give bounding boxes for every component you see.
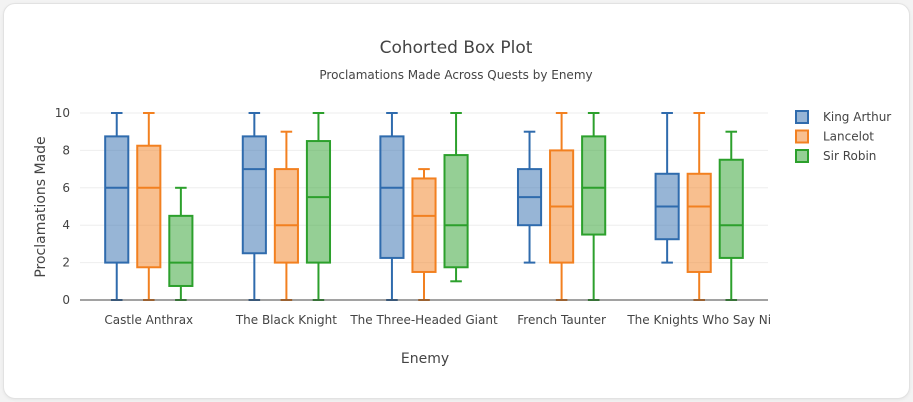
legend-item: King Arthur	[795, 110, 891, 124]
y-tick-label: 4	[62, 218, 70, 232]
box-series	[104, 112, 744, 301]
box	[581, 112, 607, 301]
iqr-box	[379, 135, 405, 259]
legend-item: Sir Robin	[795, 149, 876, 163]
y-tick-label: 10	[55, 106, 70, 120]
iqr-box	[443, 154, 469, 269]
box	[549, 112, 575, 301]
box	[136, 112, 162, 301]
box	[516, 130, 543, 264]
iqr-box	[104, 135, 130, 264]
legend-label: Lancelot	[823, 130, 874, 144]
series-king-arthur	[104, 112, 680, 301]
chart-title: Cohorted Box Plot	[380, 38, 533, 58]
box	[654, 112, 680, 264]
iqr-box	[411, 177, 437, 273]
x-tick-label: French Taunter	[517, 313, 606, 327]
iqr-box	[686, 172, 712, 273]
series-lancelot	[136, 112, 712, 301]
series-sir-robin	[168, 112, 744, 301]
x-tick-label: The Three-Headed Giant	[349, 313, 498, 327]
x-tick-labels: Castle Anthrax The Black Knight The Three-…	[104, 313, 771, 327]
legend-swatch	[795, 149, 809, 163]
legend-swatch	[795, 110, 809, 124]
box	[305, 112, 332, 301]
iqr-box	[718, 158, 744, 259]
y-tick-label: 0	[62, 293, 70, 307]
iqr-box	[581, 135, 607, 236]
iqr-box	[168, 214, 194, 287]
x-tick-label: The Knights Who Say Ni	[626, 313, 771, 327]
chart-subtitle: Proclamations Made Across Quests by Enem…	[319, 68, 592, 82]
iqr-box	[136, 144, 162, 269]
x-tick-label: Castle Anthrax	[104, 313, 193, 327]
box	[411, 168, 437, 301]
box	[686, 112, 712, 301]
legend-label: King Arthur	[823, 110, 891, 124]
box	[241, 112, 267, 301]
legend: King Arthur Lancelot Sir Robin	[795, 110, 891, 163]
box	[168, 186, 194, 301]
y-tick-label: 8	[62, 143, 70, 157]
legend-label: Sir Robin	[823, 149, 876, 163]
box	[718, 130, 744, 301]
y-tick-label: 6	[62, 181, 70, 195]
x-axis-label: Enemy	[401, 351, 449, 367]
box	[443, 112, 469, 283]
y-tick-label: 2	[62, 256, 70, 270]
legend-item: Lancelot	[795, 129, 874, 144]
box	[273, 130, 299, 301]
y-axis-label: Proclamations Made	[33, 136, 49, 277]
iqr-box	[305, 140, 332, 264]
box	[379, 112, 405, 301]
legend-swatch	[795, 129, 809, 144]
box	[104, 112, 130, 301]
iqr-box	[273, 168, 299, 264]
y-tick-labels: 0 2 4 6 8 10	[55, 106, 70, 307]
x-tick-label: The Black Knight	[235, 313, 337, 327]
iqr-box	[241, 135, 267, 255]
